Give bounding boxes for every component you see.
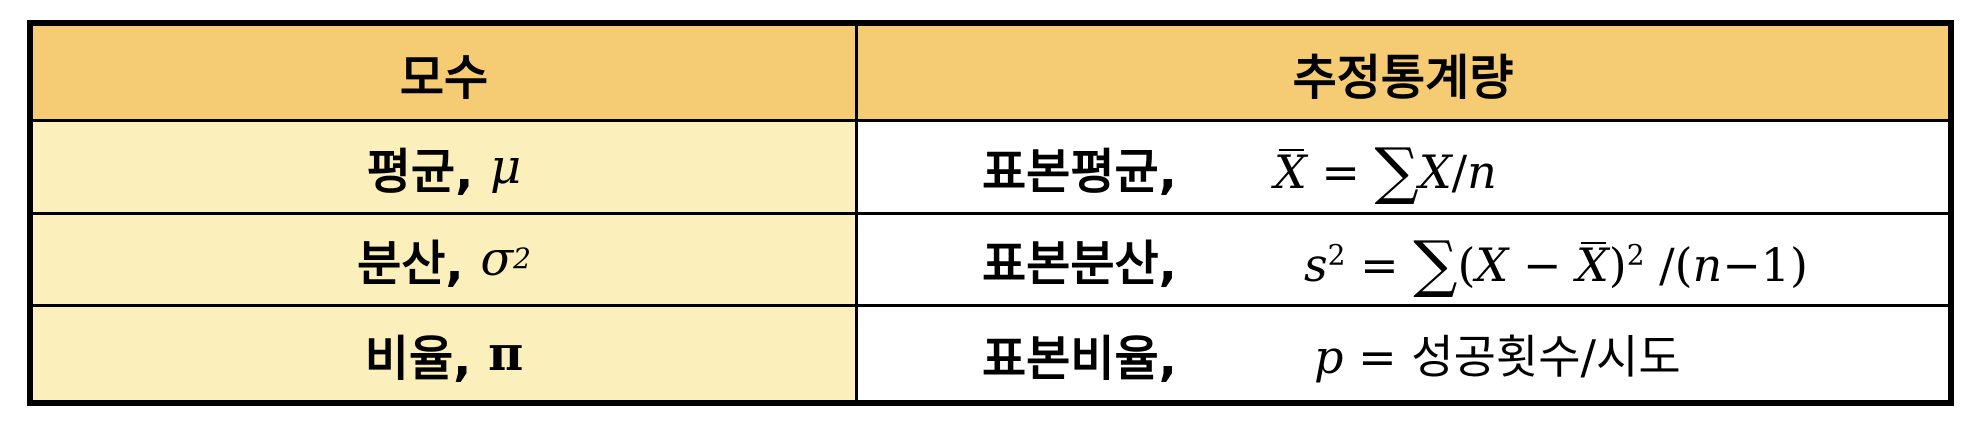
formula-mean: X = ∑X/n	[1274, 130, 1497, 207]
param-variance-symbol: σ	[480, 231, 514, 288]
param-mean: 평균, μ	[33, 122, 858, 215]
formula-mean-xbar: X	[1274, 145, 1307, 200]
formula-mean-sum: ∑	[1374, 134, 1419, 208]
formula-mean-n: n	[1467, 145, 1497, 200]
formula-variance: s2 = ∑(X − X)2 /(n−1)	[1304, 223, 1809, 300]
header-estimator: 추정통계량	[858, 26, 1948, 122]
header-parameter-label: 모수	[399, 49, 489, 106]
param-variance-label: 분산,	[357, 236, 464, 293]
formula-variance-x: X	[1475, 237, 1509, 292]
est-variance-label: 표본분산,	[982, 236, 1177, 293]
formula-proportion-eq: =	[1358, 329, 1397, 384]
formula-proportion-rhs: 성공횟수/시도	[1411, 329, 1681, 384]
est-proportion: 표본비율, p = 성공횟수/시도	[858, 307, 1948, 400]
formula-mean-slash: /	[1451, 145, 1468, 200]
est-mean: 표본평균, X = ∑X/n	[858, 122, 1948, 215]
est-mean-label: 표본평균,	[982, 143, 1177, 200]
formula-variance-exp: 2	[1626, 238, 1645, 272]
formula-variance-rest-tail: −1)	[1722, 237, 1809, 292]
est-variance: 표본분산, s2 = ∑(X − X)2 /(n−1)	[858, 214, 1948, 308]
formula-variance-rest-open: /(	[1659, 237, 1693, 292]
formula-variance-close: )	[1608, 237, 1627, 292]
formula-proportion-p: p	[1314, 329, 1344, 384]
formula-variance-xbar: X	[1576, 237, 1609, 292]
header-parameter: 모수	[33, 26, 858, 122]
param-proportion: 비율, π	[33, 307, 858, 400]
formula-variance-eq: =	[1360, 237, 1399, 292]
formula-variance-open: (	[1457, 237, 1476, 292]
formula-variance-minus: −	[1522, 237, 1562, 292]
formula-mean-eq: =	[1321, 145, 1360, 200]
formula-mean-x: X	[1418, 145, 1452, 200]
formula-variance-sum: ∑	[1413, 226, 1458, 300]
param-proportion-label: 비율,	[364, 330, 472, 387]
header-estimator-label: 추정통계량	[1292, 49, 1514, 106]
param-mean-label: 평균,	[366, 143, 474, 200]
formula-variance-n: n	[1692, 237, 1723, 292]
formula-variance-s: s	[1304, 237, 1328, 292]
est-proportion-label: 표본비율,	[982, 330, 1177, 387]
formula-variance-s-exp: 2	[1327, 238, 1346, 272]
param-proportion-symbol: π	[488, 325, 524, 382]
formula-proportion: p = 성공횟수/시도	[1314, 321, 1681, 387]
param-mean-symbol: μ	[490, 138, 522, 195]
